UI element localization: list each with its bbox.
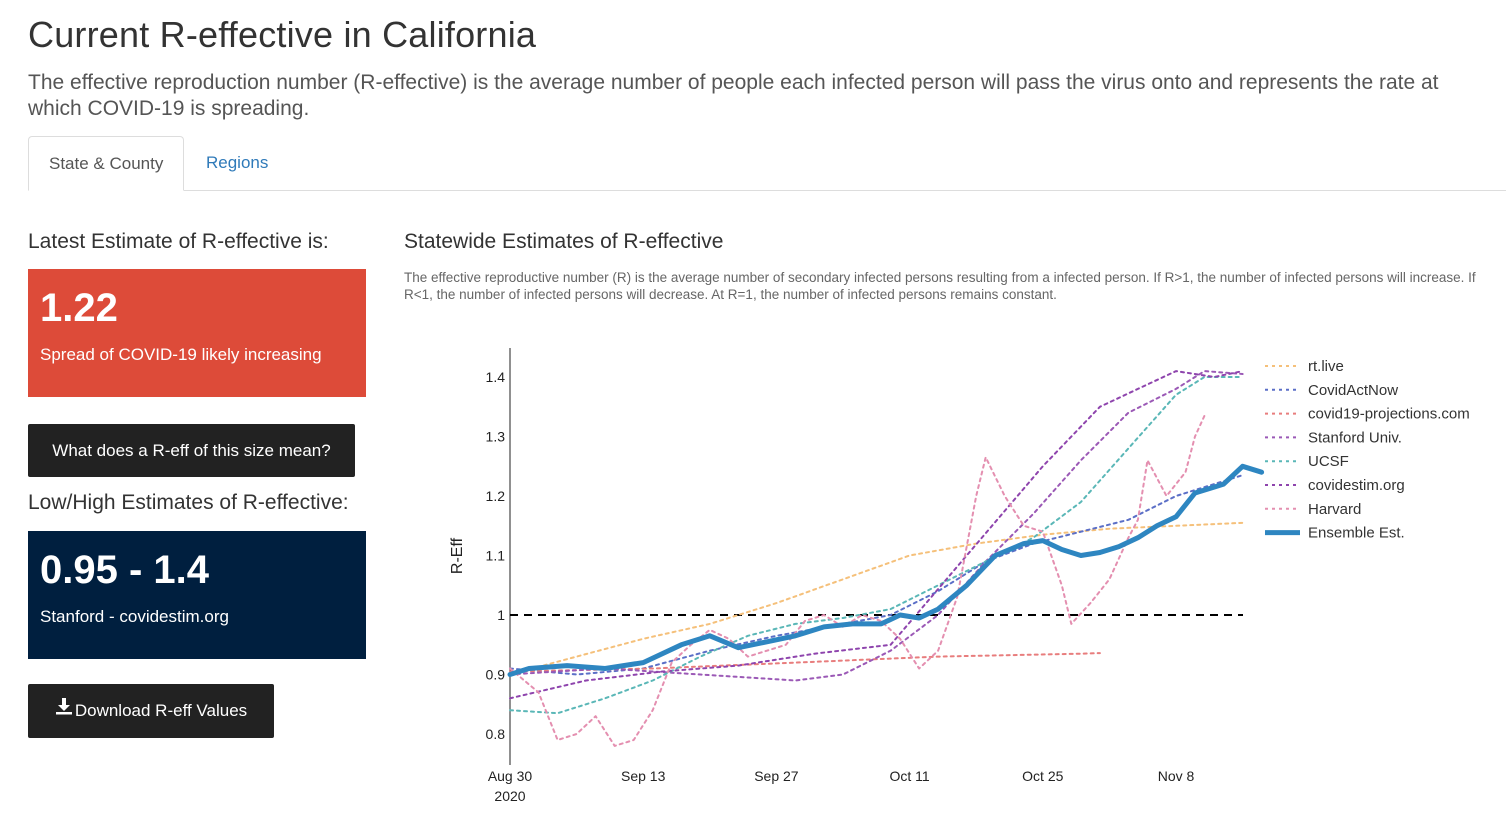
x-tick-label: Aug 30 (488, 768, 533, 784)
series-line-stanford-univ- (509, 370, 1244, 682)
page-subtitle: The effective reproduction number (R-eff… (28, 71, 1439, 120)
legend-label: Harvard (1308, 501, 1361, 518)
y-tick-label: 0.9 (486, 667, 506, 683)
latest-estimate-heading: Latest Estimate of R-effective is: (28, 230, 329, 253)
y-tick-label: 1.4 (486, 369, 506, 385)
x-tick-year-label: 2020 (494, 788, 525, 804)
chart-heading: Statewide Estimates of R-effective (404, 230, 724, 253)
legend-label: covidestim.org (1308, 477, 1405, 494)
latest-estimate-value: 1.22 (40, 286, 118, 330)
legend-label: Stanford Univ. (1308, 429, 1402, 446)
lowhigh-estimate-heading: Low/High Estimates of R-effective: (28, 491, 349, 514)
latest-estimate-label: Spread of COVID-19 likely increasing (40, 345, 322, 364)
legend-label: UCSF (1308, 453, 1349, 470)
series-line-covidactnow (509, 474, 1244, 676)
y-tick-label: 1 (497, 607, 505, 623)
y-tick-label: 1.3 (486, 429, 506, 445)
download-icon (55, 683, 73, 737)
series-line-ucsf (509, 376, 1244, 715)
series-line-harvard (509, 414, 1206, 747)
x-tick-label: Sep 27 (754, 768, 799, 784)
x-tick-label: Oct 11 (889, 768, 929, 784)
page-title: Current R-effective in California (28, 14, 537, 55)
lowhigh-estimate-box: 0.95 - 1.4 Stanford - covidestim.org (28, 531, 366, 659)
y-tick-label: 1.2 (486, 488, 506, 504)
y-axis-title: R-Eff (449, 537, 466, 574)
lowhigh-estimate-value: 0.95 - 1.4 (40, 548, 210, 592)
tab-bar: State & County Regions (28, 136, 1506, 191)
legend-label: rt.live (1308, 358, 1344, 375)
download-reff-label: Download R-eff Values (74, 701, 248, 720)
series-line-covidestim-org (509, 370, 1244, 700)
tab-state-county[interactable]: State & County (28, 136, 185, 191)
latest-estimate-box: 1.22 Spread of COVID-19 likely increasin… (28, 269, 366, 397)
y-tick-label: 0.8 (486, 726, 506, 742)
x-tick-label: Oct 25 (1022, 768, 1063, 784)
lowhigh-estimate-label: Stanford - covidestim.org (40, 607, 229, 626)
tab-regions[interactable]: Regions (206, 153, 269, 172)
series-line-rt-live (509, 521, 1244, 676)
y-tick-label: 1.1 (486, 548, 506, 564)
legend-label: Ensemble Est. (1308, 525, 1405, 542)
download-reff-button[interactable]: Download R-eff Values (28, 684, 274, 738)
x-tick-label: Sep 13 (621, 768, 666, 784)
x-tick-label: Nov 8 (1158, 768, 1195, 784)
legend-label: covid19-projections.com (1308, 406, 1470, 423)
legend-label: CovidActNow (1308, 382, 1398, 399)
reff-meaning-button[interactable]: What does a R-eff of this size mean? (28, 424, 355, 477)
chart-description: The effective reproductive number (R) is… (404, 270, 1476, 302)
series-line-ensemble-est- (507, 463, 1265, 677)
